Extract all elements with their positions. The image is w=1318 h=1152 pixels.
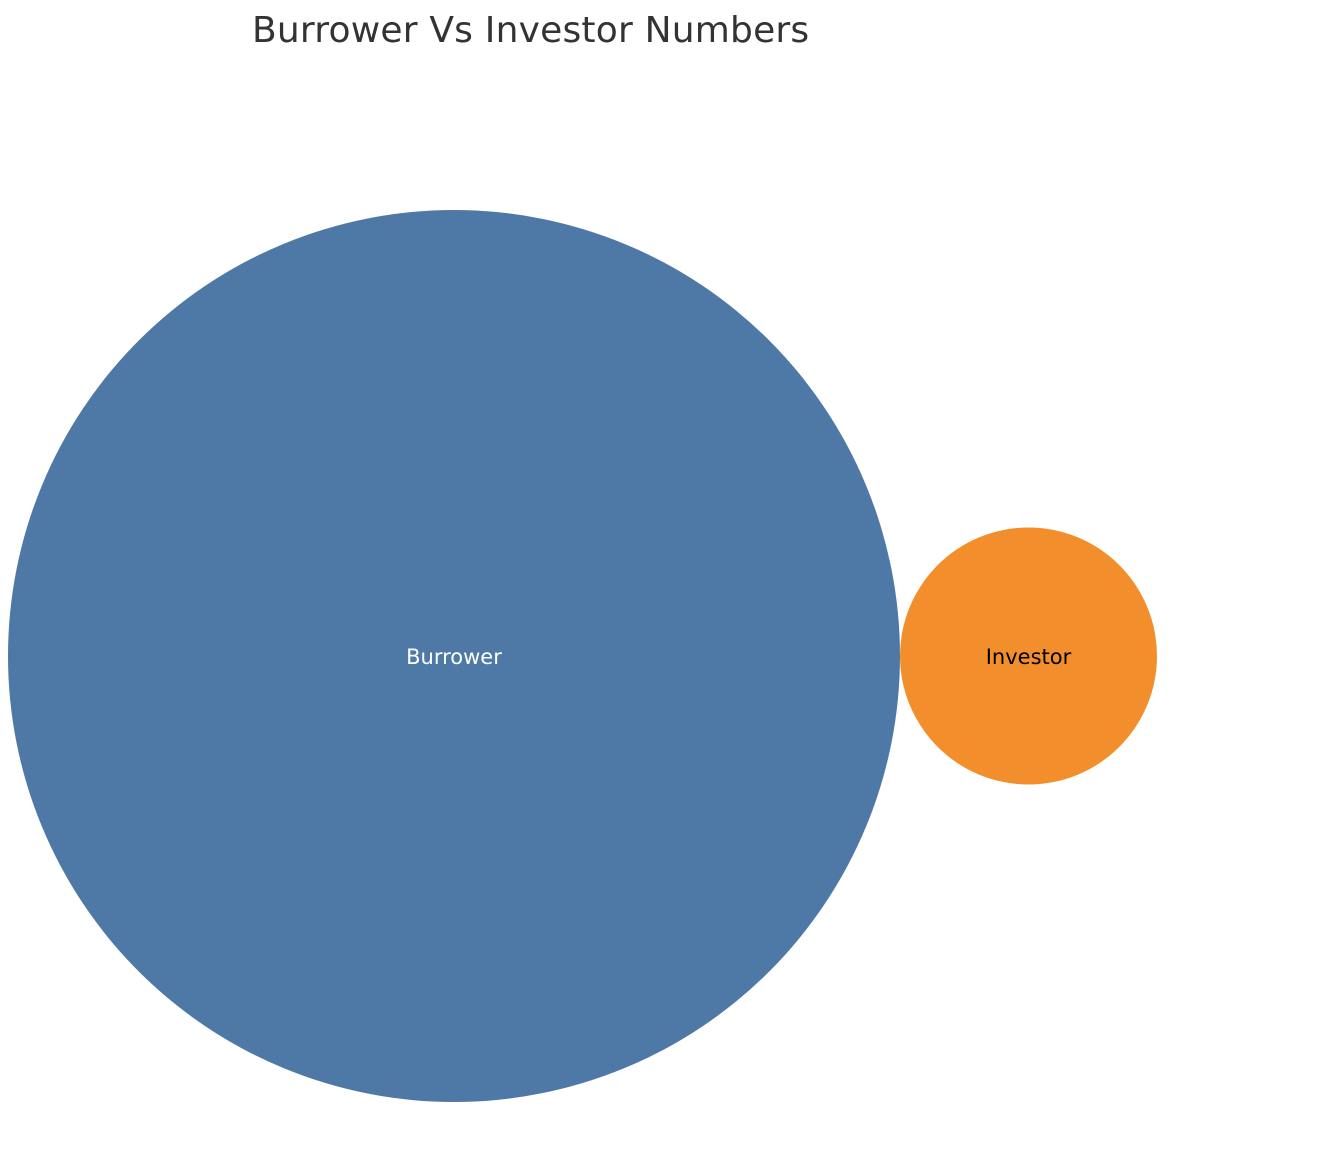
- bubble-label-burrower: Burrower: [406, 645, 502, 669]
- bubble-label-investor: Investor: [986, 645, 1072, 669]
